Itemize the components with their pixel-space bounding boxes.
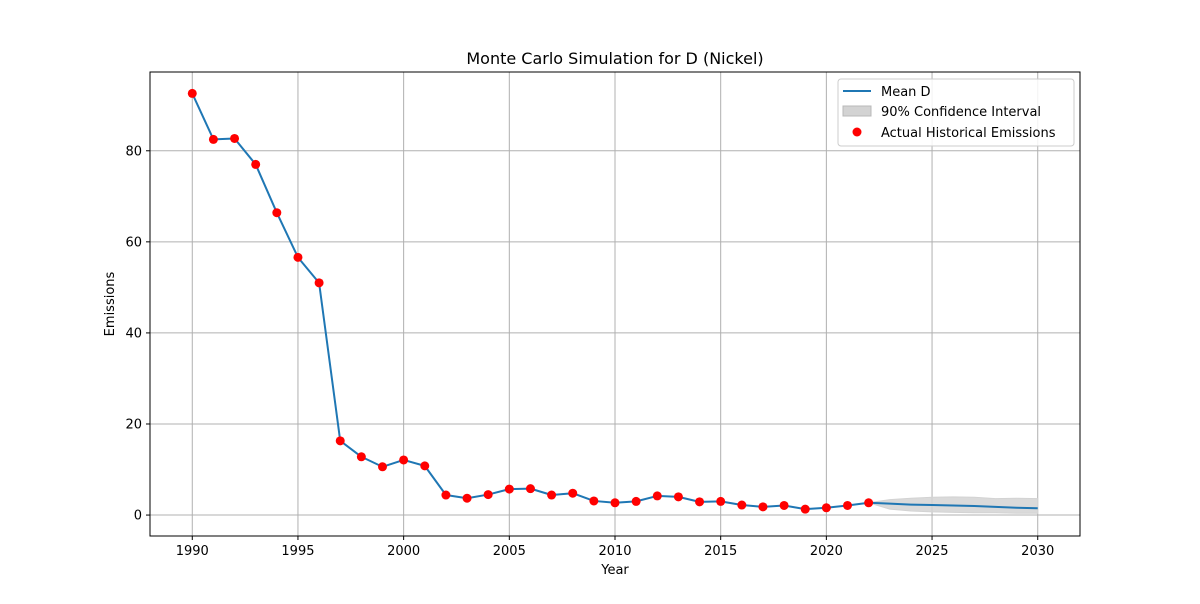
y-tick-label: 40 bbox=[125, 326, 142, 341]
legend-mean-label: Mean D bbox=[881, 85, 931, 100]
legend-actual-label: Actual Historical Emissions bbox=[881, 126, 1056, 141]
y-tick-label: 0 bbox=[134, 509, 142, 524]
data-point bbox=[737, 500, 747, 510]
y-tick-label: 80 bbox=[125, 144, 142, 159]
data-point bbox=[314, 278, 324, 288]
data-point bbox=[525, 484, 535, 494]
x-tick-label: 2015 bbox=[704, 544, 737, 559]
legend-ci-swatch bbox=[842, 105, 872, 117]
x-tick-label: 2030 bbox=[1021, 544, 1054, 559]
data-point bbox=[779, 500, 789, 510]
data-point bbox=[568, 488, 578, 498]
legend: Mean D 90% Confidence Interval Actual Hi… bbox=[837, 78, 1075, 147]
x-tick-label: 2005 bbox=[493, 544, 526, 559]
data-point bbox=[821, 503, 831, 513]
data-point bbox=[378, 462, 387, 472]
x-tick-label: 1995 bbox=[281, 544, 314, 559]
data-point bbox=[187, 88, 197, 98]
data-point bbox=[673, 492, 683, 502]
grid bbox=[150, 72, 1080, 536]
data-point bbox=[251, 159, 261, 169]
data-point bbox=[631, 496, 641, 506]
y-axis-label: Emissions bbox=[103, 271, 118, 336]
data-point bbox=[335, 436, 345, 446]
data-point bbox=[758, 502, 768, 512]
data-point bbox=[293, 252, 303, 262]
data-point bbox=[462, 493, 472, 503]
x-tick-label: 1990 bbox=[176, 544, 209, 559]
data-point bbox=[695, 497, 705, 507]
data-point bbox=[356, 452, 366, 462]
data-point bbox=[800, 504, 810, 514]
data-point bbox=[208, 134, 218, 144]
y-axis-ticks: 0 20 40 60 80 bbox=[125, 144, 150, 524]
x-tick-label: 2025 bbox=[915, 544, 948, 559]
legend-box bbox=[837, 78, 1075, 147]
data-point bbox=[589, 496, 599, 506]
data-point bbox=[420, 461, 430, 471]
data-point bbox=[652, 491, 662, 501]
data-point bbox=[716, 496, 726, 506]
x-axis-ticks: 1990 1995 2000 2005 2010 2015 2020 2025 2030 bbox=[176, 536, 1054, 559]
x-axis-label: Year bbox=[600, 563, 629, 578]
data-point bbox=[504, 484, 514, 494]
data-point bbox=[441, 490, 451, 500]
data-point bbox=[399, 455, 409, 465]
x-tick-label: 2010 bbox=[598, 544, 631, 559]
x-tick-label: 2020 bbox=[810, 544, 843, 559]
legend-ci-label: 90% Confidence Interval bbox=[881, 105, 1041, 120]
chart-title: Monte Carlo Simulation for D (Nickel) bbox=[466, 49, 763, 68]
y-tick-label: 20 bbox=[125, 417, 142, 432]
data-point bbox=[547, 490, 557, 500]
data-point bbox=[483, 490, 493, 500]
actual-points-layer bbox=[187, 88, 874, 514]
y-tick-label: 60 bbox=[125, 235, 142, 250]
data-point bbox=[843, 500, 852, 510]
x-tick-label: 2000 bbox=[387, 544, 420, 559]
data-point bbox=[230, 133, 240, 143]
legend-actual-swatch bbox=[852, 127, 862, 137]
data-point bbox=[610, 498, 620, 508]
data-point bbox=[864, 498, 874, 508]
data-point bbox=[272, 208, 282, 218]
